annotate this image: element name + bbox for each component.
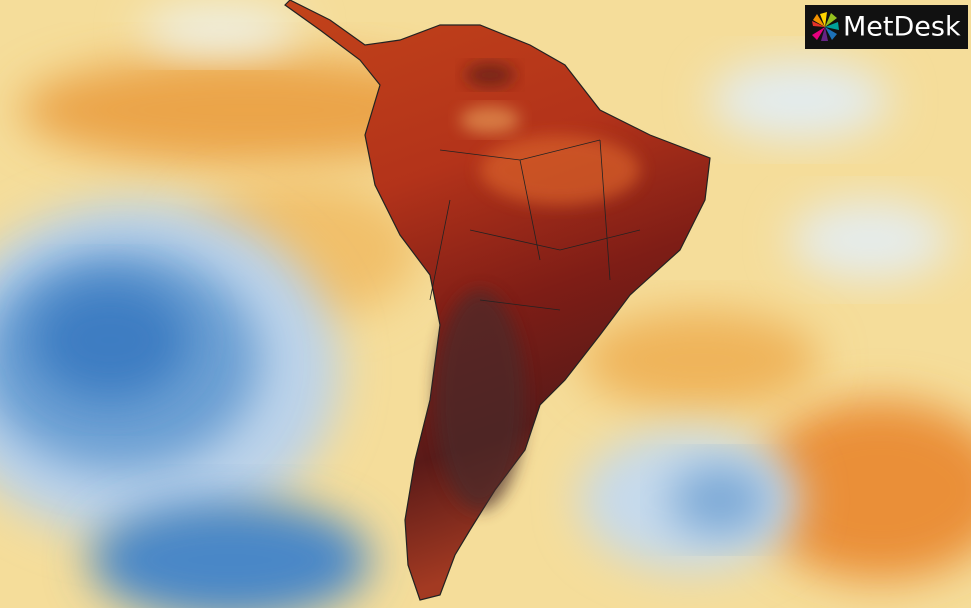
logo: MetDesk	[805, 5, 968, 49]
south-america	[284, 0, 711, 601]
logo-text: MetDesk	[843, 12, 961, 43]
logo-icon	[812, 12, 839, 41]
